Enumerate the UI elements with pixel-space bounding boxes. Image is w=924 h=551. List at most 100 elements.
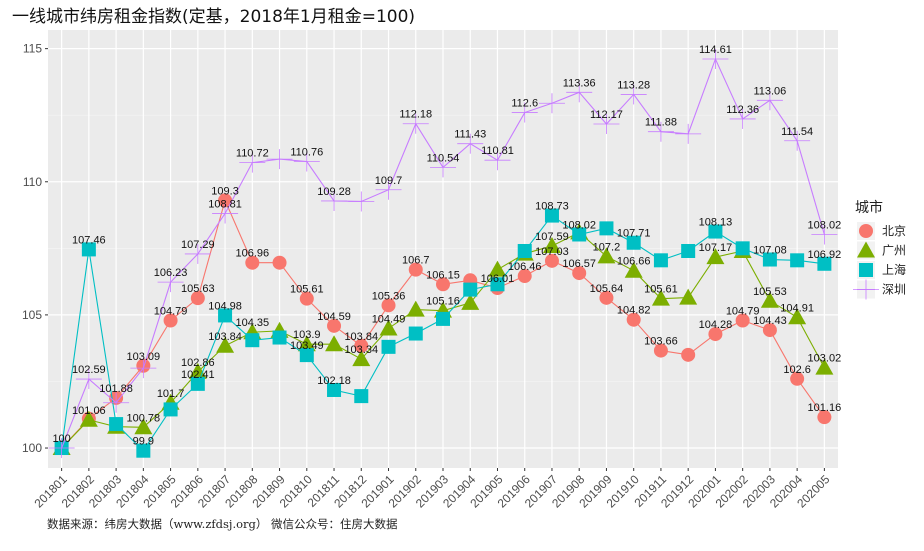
data-label: 104.79 (726, 305, 760, 317)
data-point (321, 190, 348, 211)
data-label: 111.43 (454, 129, 486, 141)
legend-marker (853, 279, 879, 300)
data-point (599, 221, 614, 236)
data-label: 99.9 (133, 436, 154, 448)
data-point (272, 330, 287, 345)
data-point (327, 382, 342, 397)
data-label: 100 (52, 433, 70, 445)
chart-title: 一线城市纬房租金指数(定基，2018年1月租金=100) (12, 7, 416, 27)
data-point (190, 376, 205, 391)
data-point (463, 282, 478, 297)
data-label: 109.3 (211, 185, 239, 197)
legend-item-深圳: 深圳 (853, 279, 906, 300)
data-point (293, 151, 320, 172)
data-label: 107.71 (617, 228, 651, 240)
data-point (756, 90, 783, 111)
data-point (109, 417, 124, 432)
series-深圳 (48, 49, 838, 459)
data-point (815, 358, 834, 375)
data-point (81, 242, 96, 257)
data-point (729, 108, 756, 129)
data-point (790, 371, 805, 386)
data-point (130, 358, 157, 379)
data-point (675, 123, 702, 144)
y-tick-label: 110 (23, 175, 42, 189)
legend-title: 城市 (855, 199, 883, 216)
data-label: 101.88 (99, 383, 133, 395)
data-point (402, 113, 429, 134)
data-point (702, 49, 729, 70)
legend-item-广州: 广州 (857, 241, 906, 260)
data-label: 105.64 (590, 283, 624, 295)
data-point (299, 291, 314, 306)
data-label: 104.79 (154, 305, 188, 317)
data-point (624, 261, 643, 278)
data-label: 111.54 (781, 126, 813, 138)
data-point (327, 318, 342, 333)
data-label: 104.91 (780, 302, 814, 314)
data-point (136, 443, 151, 458)
data-point (544, 253, 559, 268)
data-point (706, 248, 725, 265)
data-point (651, 289, 670, 306)
data-point (190, 291, 205, 306)
data-point (266, 149, 293, 170)
data-label: 103.84 (208, 331, 242, 343)
legend-item-上海: 上海 (857, 261, 906, 279)
data-label: 111.88 (645, 117, 677, 129)
data-label: 105.16 (426, 296, 460, 308)
legend-marker (859, 224, 873, 238)
data-point (352, 350, 371, 367)
data-label: 109.28 (317, 186, 351, 198)
data-label: 105.61 (644, 284, 678, 296)
data-point (325, 335, 344, 352)
data-point (490, 277, 505, 292)
data-point (626, 312, 641, 327)
data-point (762, 323, 777, 338)
data-label: 102.59 (72, 364, 106, 376)
data-point (239, 152, 266, 173)
data-point (457, 133, 484, 154)
data-point (134, 418, 153, 435)
data-point (790, 253, 805, 268)
data-point (406, 300, 425, 317)
data-label: 105.63 (181, 283, 215, 295)
data-label: 107.46 (72, 234, 106, 246)
legend-item-北京: 北京 (857, 222, 906, 240)
data-label: 104.35 (235, 317, 269, 329)
legend-label: 深圳 (882, 283, 906, 297)
data-point (784, 130, 811, 151)
data-point (572, 227, 587, 242)
data-point (811, 224, 838, 245)
data-point (218, 308, 233, 323)
data-label: 105.61 (290, 284, 324, 296)
data-label: 104.82 (617, 305, 651, 317)
data-point (538, 93, 565, 114)
data-point (572, 266, 587, 281)
y-tick-label: 100 (22, 441, 42, 455)
data-point (381, 339, 396, 354)
data-label: 106.15 (426, 269, 460, 281)
data-point (157, 272, 184, 293)
data-point (511, 102, 538, 123)
data-point (354, 389, 369, 404)
data-point (517, 269, 532, 284)
data-point (163, 313, 178, 328)
data-label: 107.2 (593, 241, 621, 253)
data-point (708, 224, 723, 239)
data-label: 102.6 (783, 364, 811, 376)
data-point (299, 348, 314, 363)
data-point (681, 243, 696, 258)
data-point (272, 255, 287, 270)
data-label: 106.57 (562, 258, 596, 270)
data-point (597, 247, 616, 264)
y-tick-label: 115 (23, 42, 42, 56)
data-label: 104.59 (317, 311, 351, 323)
data-point (436, 277, 450, 292)
data-label: 112.18 (399, 109, 432, 121)
data-label: 110.81 (481, 145, 514, 157)
data-label: 108.13 (699, 217, 733, 229)
data-point (626, 235, 641, 250)
data-point (379, 319, 398, 336)
